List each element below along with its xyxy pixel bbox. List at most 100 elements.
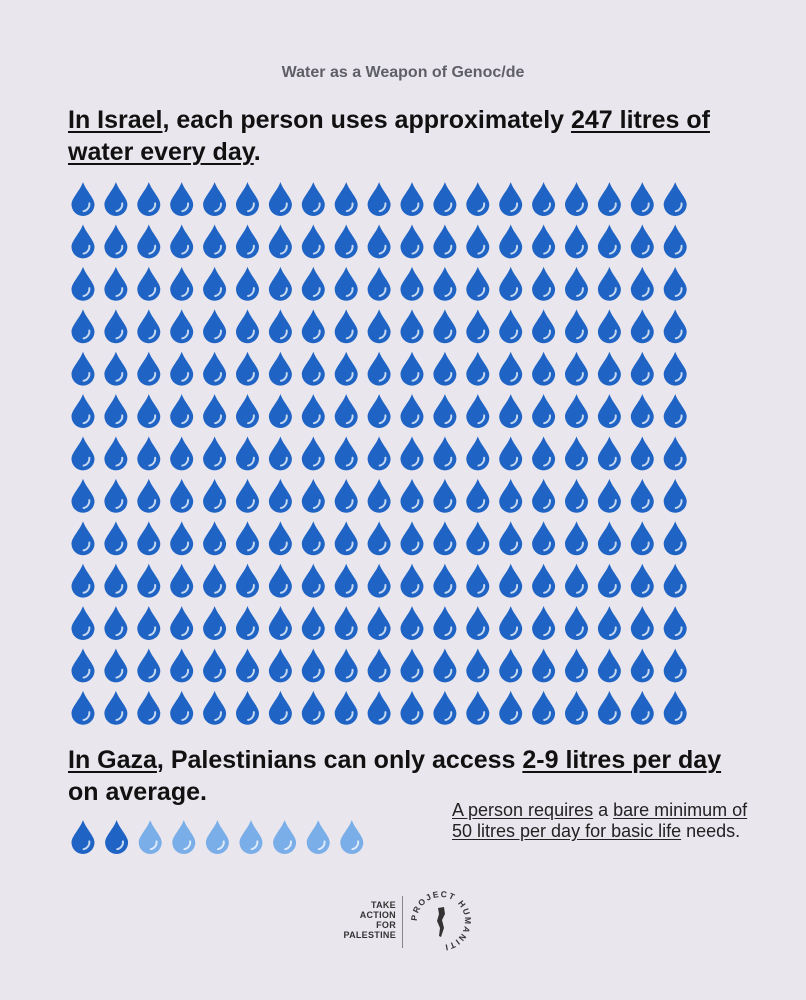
- israel-water-drop-highlight: [543, 499, 551, 509]
- israel-water-drop-highlight: [674, 541, 683, 552]
- israel-water-drop-highlight: [411, 499, 420, 509]
- israel-water-drop-highlight: [641, 244, 650, 255]
- israel-water-drop-highlight: [279, 202, 288, 213]
- israel-water-drop-highlight: [576, 711, 584, 721]
- israel-water-drop-highlight: [444, 202, 453, 213]
- israel-water-drop-highlight: [181, 414, 190, 425]
- gaza-water-drop-highlight: [250, 840, 259, 851]
- gaza-headline: In Gaza, Palestinians can only access 2-…: [68, 744, 748, 808]
- israel-water-drop-highlight: [411, 626, 420, 637]
- israel-water-drop-highlight: [608, 329, 617, 340]
- israel-water-drop-highlight: [82, 668, 91, 679]
- israel-water-drop-highlight: [312, 626, 321, 637]
- israel-water-drop-highlight: [82, 541, 91, 552]
- israel-water-drop-highlight: [411, 668, 420, 679]
- israel-water-drop-highlight: [641, 414, 650, 425]
- israel-water-drop-highlight: [543, 668, 551, 679]
- israel-water-drop-highlight: [641, 668, 650, 679]
- israel-water-drop-highlight: [312, 456, 321, 467]
- israel-water-drop-highlight: [214, 711, 222, 721]
- israel-water-drop-highlight: [115, 456, 124, 467]
- israel-water-drop-highlight: [674, 499, 683, 509]
- israel-water-drop-highlight: [345, 456, 354, 467]
- israel-water-drop-highlight: [312, 371, 321, 382]
- israel-water-drop-highlight: [312, 244, 321, 255]
- israel-lead: In Israel: [68, 106, 163, 134]
- israel-water-drop-highlight: [411, 583, 420, 594]
- israel-water-drop-highlight: [608, 244, 617, 255]
- israel-water-drop-highlight: [247, 499, 255, 509]
- israel-water-drop-highlight: [181, 499, 190, 509]
- israel-water-drop-highlight: [576, 371, 584, 382]
- israel-water-drop-highlight: [312, 583, 321, 594]
- israel-water-drop-highlight: [214, 456, 222, 467]
- israel-water-drop-highlight: [444, 499, 453, 509]
- israel-water-drop-highlight: [477, 541, 486, 552]
- israel-water-drop-highlight: [576, 626, 584, 637]
- israel-water-drop-highlight: [576, 414, 584, 425]
- israel-water-drop-highlight: [543, 202, 551, 213]
- israel-water-drop-highlight: [279, 244, 288, 255]
- israel-water-drop-highlight: [312, 414, 321, 425]
- israel-water-drop-highlight: [247, 626, 255, 637]
- israel-water-drop-highlight: [214, 668, 222, 679]
- israel-water-drop-highlight: [148, 626, 157, 637]
- israel-water-drop-highlight: [543, 287, 551, 297]
- note-part1: A person requires: [452, 800, 594, 820]
- israel-water-drop-highlight: [82, 414, 91, 425]
- israel-water-drop-highlight: [115, 626, 124, 637]
- israel-water-drop-highlight: [345, 329, 354, 340]
- footer-branding: TAKE ACTION FOR PALESTINE PROJECT HUMANI…: [330, 888, 480, 968]
- gaza-water-drop-highlight: [216, 840, 225, 851]
- israel-water-drop-highlight: [543, 414, 551, 425]
- israel-water-drop-highlight: [247, 414, 255, 425]
- israel-water-drop-highlight: [477, 244, 486, 255]
- israel-water-drop-highlight: [641, 583, 650, 594]
- israel-water-drop-highlight: [411, 202, 420, 213]
- gaza-end: on average.: [68, 778, 207, 806]
- israel-water-drop-highlight: [148, 329, 157, 340]
- project-humaniti-logo-icon: PROJECT HUMANITI: [409, 889, 472, 953]
- israel-water-drop-highlight: [247, 202, 255, 213]
- israel-water-drop-highlight: [279, 541, 288, 552]
- israel-water-drop-highlight: [477, 287, 486, 297]
- israel-water-drop-highlight: [576, 499, 584, 509]
- israel-end: .: [253, 138, 261, 166]
- israel-water-drop-highlight: [444, 329, 453, 340]
- israel-water-drop-highlight: [148, 499, 157, 509]
- israel-water-drop-highlight: [674, 329, 683, 340]
- israel-water-drop-highlight: [247, 244, 255, 255]
- israel-water-drop-highlight: [181, 711, 190, 721]
- israel-water-drop-highlight: [214, 499, 222, 509]
- israel-water-drop-highlight: [411, 414, 420, 425]
- israel-water-drop-highlight: [247, 371, 255, 382]
- gaza-drop-row: [71, 820, 364, 855]
- israel-water-drop-highlight: [543, 244, 551, 255]
- note-part2: a: [593, 800, 614, 820]
- israel-water-drop-highlight: [543, 583, 551, 594]
- israel-water-drop-highlight: [411, 329, 420, 340]
- israel-water-drop-highlight: [148, 414, 157, 425]
- israel-water-drop-highlight: [608, 668, 617, 679]
- israel-water-drop-highlight: [444, 626, 453, 637]
- israel-water-drop-highlight: [345, 371, 354, 382]
- israel-water-drop-highlight: [115, 541, 124, 552]
- israel-water-drop-highlight: [378, 668, 387, 679]
- israel-water-drop-highlight: [181, 244, 190, 255]
- israel-water-drop-highlight: [279, 626, 288, 637]
- israel-water-drop-highlight: [279, 287, 288, 297]
- israel-water-drop-highlight: [214, 414, 222, 425]
- israel-water-drop-highlight: [312, 202, 321, 213]
- israel-water-drop-highlight: [279, 668, 288, 679]
- israel-water-drop-highlight: [477, 583, 486, 594]
- israel-water-drop-highlight: [378, 583, 387, 594]
- israel-water-drop-highlight: [82, 329, 91, 340]
- footer-line-1: TAKE: [370, 900, 396, 910]
- israel-water-drop-highlight: [477, 499, 486, 509]
- footer-line-3: FOR: [376, 920, 396, 930]
- israel-water-drop-highlight: [543, 329, 551, 340]
- israel-water-drop-highlight: [608, 414, 617, 425]
- israel-water-drop-highlight: [312, 287, 321, 297]
- israel-water-drop-highlight: [148, 711, 157, 721]
- israel-water-drop-highlight: [674, 583, 683, 594]
